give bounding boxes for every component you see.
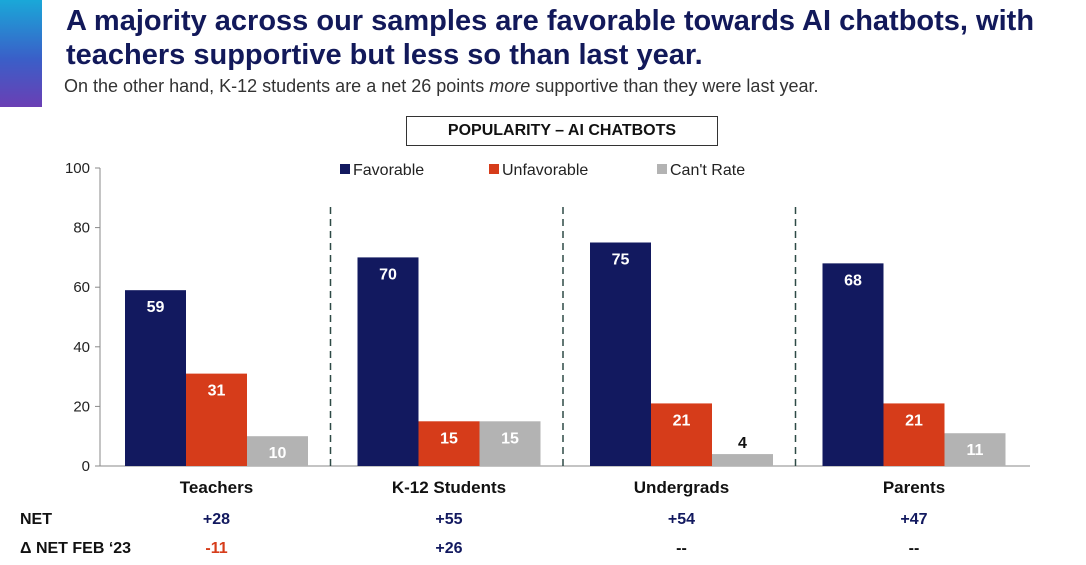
y-tick-label: 0 <box>82 458 90 475</box>
bar-cant-rate <box>479 421 541 466</box>
subtitle-text-end: supportive than they were last year. <box>530 76 819 96</box>
data-label-cant-rate: 11 <box>967 442 984 459</box>
net-row-label: NET <box>20 511 52 528</box>
data-label-cant-rate: 15 <box>501 430 519 447</box>
bar-cant-rate <box>712 454 773 466</box>
y-tick-label: 60 <box>73 279 90 296</box>
y-tick-label: 100 <box>65 160 90 177</box>
bar-favorable <box>357 257 419 466</box>
bar-unfavorable <box>883 403 945 466</box>
bar-favorable <box>590 242 651 466</box>
accent-bar <box>0 0 42 107</box>
bar-unfavorable <box>186 373 247 466</box>
bar-cant-rate <box>944 433 1006 466</box>
data-label-unfavorable: 31 <box>208 383 226 400</box>
bar-favorable <box>822 263 884 466</box>
data-label-unfavorable: 21 <box>905 412 923 429</box>
bar-favorable <box>125 290 186 466</box>
data-label-favorable: 70 <box>379 266 397 283</box>
legend-label-unfavorable: Unfavorable <box>502 162 588 179</box>
data-label-unfavorable: 15 <box>440 430 458 447</box>
category-label: Undergrads <box>634 478 729 497</box>
y-tick-label: 20 <box>73 398 90 415</box>
page-title: A majority across our samples are favora… <box>66 5 1035 71</box>
bar-cant-rate <box>247 436 308 466</box>
data-label-cant-rate: 4 <box>738 435 747 452</box>
delta-net-value: -11 <box>205 540 227 557</box>
legend-swatch-favorable <box>340 164 350 174</box>
bar-unfavorable <box>651 403 712 466</box>
legend-label-favorable: Favorable <box>353 162 424 179</box>
data-label-unfavorable: 21 <box>673 412 691 429</box>
delta-net-value: -- <box>909 540 920 557</box>
data-label-cant-rate: 10 <box>269 445 287 462</box>
y-tick-label: 80 <box>73 220 90 237</box>
delta-net-value: -- <box>676 540 687 557</box>
data-label-favorable: 59 <box>147 299 165 316</box>
legend-swatch-cant-rate <box>657 164 667 174</box>
net-value: +55 <box>435 511 462 528</box>
chart-title: POPULARITY – AI CHATBOTS <box>406 116 718 146</box>
net-value: +28 <box>203 511 230 528</box>
legend-label-cant-rate: Can't Rate <box>670 162 745 179</box>
legend-swatch-unfavorable <box>489 164 499 174</box>
category-label: Teachers <box>180 478 253 497</box>
delta-net-value: +26 <box>435 540 462 557</box>
net-value: +47 <box>900 511 927 528</box>
subtitle-text-start: On the other hand, K-12 students are a n… <box>64 76 490 96</box>
data-label-favorable: 68 <box>844 272 862 289</box>
y-tick-label: 40 <box>73 339 90 356</box>
category-label: K-12 Students <box>392 478 506 497</box>
delta-net-row-label: Δ NET FEB ‘23 <box>20 540 132 557</box>
data-label-favorable: 75 <box>612 252 630 269</box>
subtitle-emphasis: more <box>489 76 531 96</box>
bar-unfavorable <box>418 421 480 466</box>
page-subtitle: On the other hand, K-12 students are a n… <box>64 76 818 97</box>
category-label: Parents <box>883 478 945 497</box>
net-value: +54 <box>668 511 695 528</box>
